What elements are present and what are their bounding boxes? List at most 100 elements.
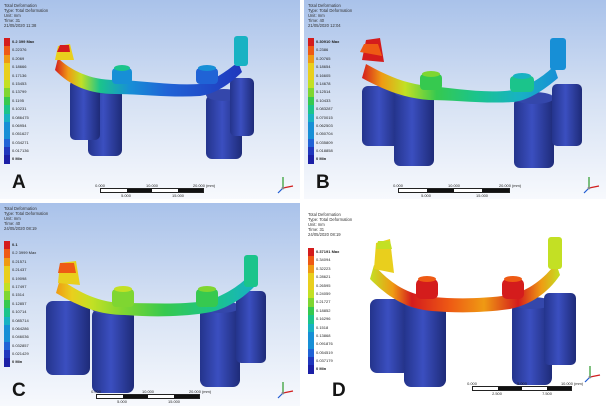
- legend-value: 0.34094: [316, 257, 331, 263]
- legend-value: 0.18654: [316, 64, 331, 70]
- legend-entry: 0.34094: [308, 256, 348, 265]
- legend-swatch: [4, 333, 10, 342]
- legend-value: 0.1195: [12, 97, 24, 103]
- panel-letter: D: [332, 380, 346, 401]
- legend-entry: 0.046036: [4, 333, 44, 342]
- legend-swatch: [308, 46, 314, 55]
- scale-label: 0.000: [393, 183, 403, 188]
- legend-entry: 0.21437: [4, 266, 44, 275]
- legend-swatch: [4, 79, 10, 89]
- legend-value: 0.10714: [12, 309, 27, 315]
- legend-value: 0.091876: [316, 341, 333, 347]
- legend-swatch: [4, 105, 10, 114]
- legend-value: 0.018858: [316, 148, 333, 154]
- legend-entry: 0.1514: [4, 291, 44, 300]
- legend-value: 0 Min: [316, 366, 327, 372]
- scale-bar: 0.000 5.000 10.000 (mm) 2.500 7.500: [467, 381, 583, 396]
- result-header: Total Deformation Type: Total Deformation…: [4, 3, 49, 29]
- legend-entry: 0.2 399 Max: [4, 38, 44, 47]
- scale-bar: 0.000 10.000 20.000 (mm) 5.000 15.000: [393, 183, 521, 198]
- legend-swatch: [308, 298, 314, 307]
- legend-value: 0.2386: [316, 47, 329, 53]
- scale-label: 5.000: [517, 381, 527, 386]
- panel-a: Total Deformation Type: Total Deformation…: [0, 0, 300, 199]
- legend-entry: 0.034271: [4, 138, 44, 148]
- contour-legend: 0.1 0.2 3999 Max 0.21571 0.21437 0.19098 0.17…: [4, 241, 44, 367]
- legend-entry: 0.10714: [4, 308, 44, 317]
- deformation-model-d: [370, 237, 576, 387]
- legend-entry: 0.21571: [4, 257, 44, 267]
- legend-swatch: [308, 121, 314, 131]
- scale-label: 15.000: [476, 193, 488, 198]
- legend-value: 0 Min: [12, 359, 23, 365]
- legend-entry: 0.037179: [308, 357, 348, 366]
- legend-entry: 0.032857: [4, 341, 44, 351]
- legend-entry: 0 Min: [4, 358, 44, 367]
- legend-entry: 0.10231: [4, 105, 44, 114]
- axis-triad-icon: [583, 177, 600, 194]
- legend-entry: 0.20765: [308, 54, 348, 64]
- legend-swatch: [308, 323, 314, 332]
- scale-bar: 0.000 10.000 20.000 (mm) 5.000 15.000: [95, 183, 215, 198]
- legend-swatch: [4, 113, 10, 122]
- legend-entry: 0.21727: [308, 298, 348, 307]
- legend-entry: 0.19098: [4, 274, 44, 283]
- legend-value: 0.12857: [12, 300, 27, 306]
- result-header: Total Deformation Type: Total Deformation…: [308, 3, 353, 29]
- legend-value: 0.17136: [12, 72, 27, 78]
- legend-entry: 0 Min: [4, 155, 44, 164]
- legend-value: 0.035809: [316, 139, 333, 145]
- contour-legend: 0.2 399 Max 0.22376 0.2069 0.18666 0.17136 0.…: [4, 38, 44, 164]
- legend-swatch: [308, 105, 314, 114]
- legend-entry: 0.37191 Max: [308, 248, 348, 257]
- legend-entry: 0.064286: [4, 324, 44, 334]
- legend-entry: 0.2386: [308, 46, 348, 55]
- legend-entry: 0.083287: [308, 105, 348, 114]
- legend-value: 0.070015: [316, 114, 333, 120]
- legend-swatch: [308, 113, 314, 122]
- legend-swatch: [4, 358, 10, 367]
- legend-swatch: [308, 88, 314, 97]
- legend-value: 0.20765: [316, 55, 331, 61]
- legend-value: 0.12514: [316, 89, 331, 95]
- legend-entry: 0.18852: [308, 306, 348, 316]
- legend-entry: 0.17497: [4, 282, 44, 292]
- scale-label: 10.000: [448, 183, 460, 188]
- legend-value: 0.32223: [316, 265, 331, 271]
- legend-value: 0.26595: [316, 282, 331, 288]
- legend-entry: 0.12514: [308, 88, 348, 97]
- legend-entry: 0.070015: [308, 113, 348, 122]
- legend-value: 0.21437: [12, 267, 27, 273]
- legend-value: 0.17497: [12, 283, 27, 289]
- legend-swatch: [308, 340, 314, 349]
- legend-swatch: [308, 79, 314, 89]
- scale-label: 2.500: [492, 391, 502, 396]
- contour-legend: 0.30910 Max 0.2386 0.20765 0.18654 0.16605 0.…: [308, 38, 348, 164]
- legend-value: 0.050704: [316, 131, 333, 137]
- legend-value: 0 Min: [316, 156, 327, 162]
- legend-value: 0.037179: [316, 358, 333, 364]
- legend-entry: 0.17136: [4, 71, 44, 80]
- legend-entry: 0.1: [4, 241, 44, 250]
- legend-value: 0.24059: [316, 290, 331, 296]
- legend-entry: 0.085714: [4, 316, 44, 325]
- legend-swatch: [4, 266, 10, 275]
- legend-swatch: [308, 256, 314, 265]
- legend-entry: 0.16605: [308, 71, 348, 80]
- legend-swatch: [4, 63, 10, 72]
- axis-triad-icon: [584, 366, 601, 383]
- legend-value: 0.14678: [316, 80, 331, 86]
- legend-value: 0.083287: [316, 106, 333, 112]
- scale-label: 15.000: [172, 193, 184, 198]
- legend-entry: 0.28621: [308, 273, 348, 282]
- panel-letter: B: [316, 172, 330, 193]
- scale-label: 0.000: [91, 389, 101, 394]
- scale-label: 0.000: [467, 381, 477, 386]
- scale-label: 5.000: [421, 193, 431, 198]
- legend-swatch: [308, 248, 314, 257]
- legend-swatch: [308, 155, 314, 164]
- legend-swatch: [308, 331, 314, 341]
- legend-value: 0.18852: [316, 307, 331, 313]
- legend-value: 0.30910 Max: [316, 39, 340, 44]
- legend-value: 0.28621: [316, 274, 331, 280]
